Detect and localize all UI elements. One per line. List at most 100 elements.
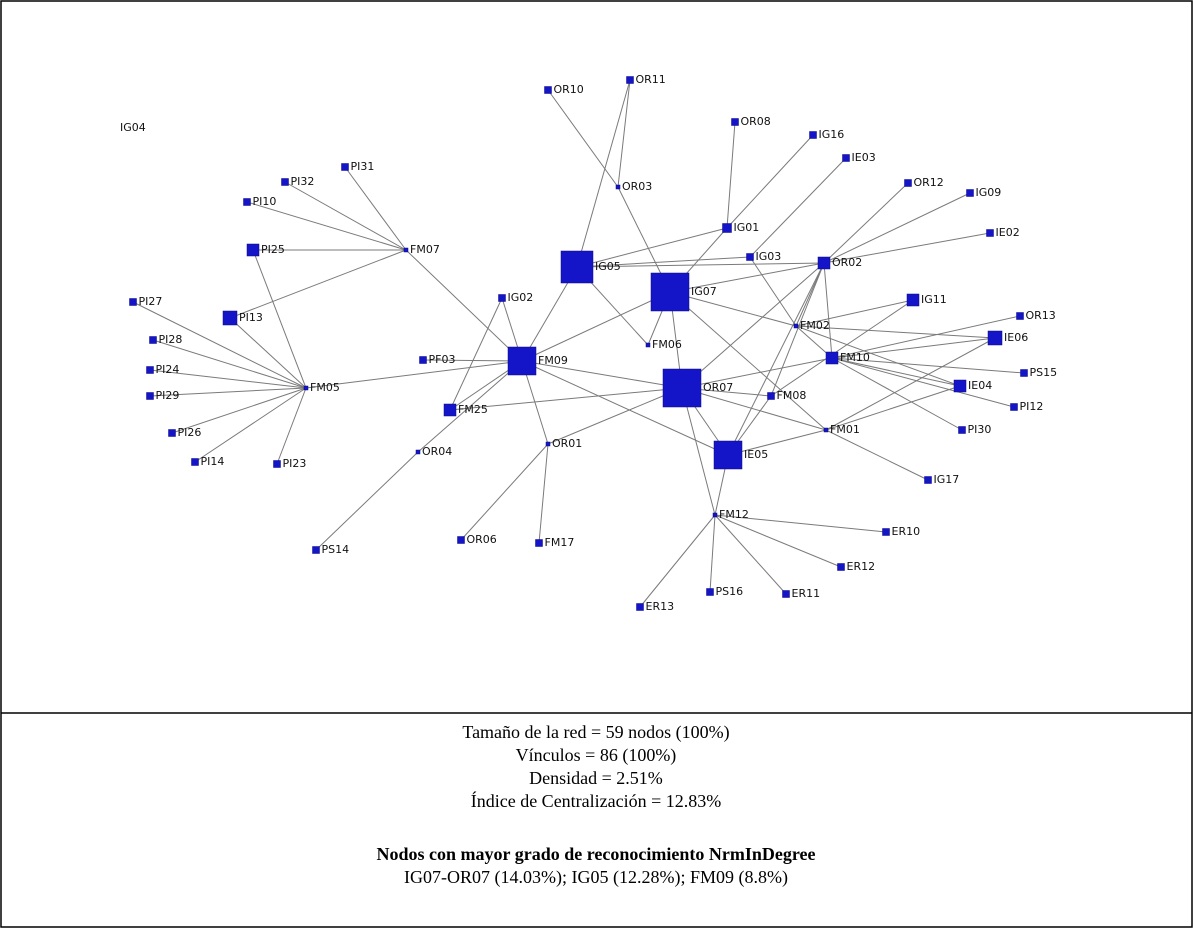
edge (825, 385, 961, 431)
edge (795, 299, 914, 327)
node (636, 603, 644, 611)
edge (681, 387, 716, 516)
edge (284, 181, 407, 251)
edge (831, 357, 963, 431)
node (823, 427, 829, 433)
node-label: PI23 (283, 457, 307, 470)
edge (669, 291, 827, 431)
edge (417, 360, 523, 453)
edge (405, 249, 523, 362)
caption-line: Densidad = 2.51% (529, 768, 663, 788)
node-label: PI10 (253, 195, 277, 208)
node (837, 563, 845, 571)
node (191, 458, 199, 466)
node (986, 229, 994, 237)
edge (681, 387, 827, 431)
node (273, 460, 281, 468)
node (817, 256, 831, 270)
node (415, 449, 421, 455)
node (782, 590, 790, 598)
node (626, 76, 634, 84)
edge (825, 429, 929, 481)
node-label: PS14 (322, 543, 350, 556)
node (146, 366, 154, 374)
edge (714, 514, 887, 533)
edge (246, 201, 407, 251)
node (443, 403, 457, 417)
edge (727, 429, 827, 456)
node-label: FM12 (719, 508, 749, 521)
node-label: FM25 (458, 403, 488, 416)
edge (681, 357, 833, 389)
edge (770, 299, 914, 397)
node (958, 426, 966, 434)
node (243, 198, 251, 206)
node-label: PI13 (239, 311, 263, 324)
edge (305, 360, 523, 389)
node-label: FM01 (830, 423, 860, 436)
edge (831, 357, 1025, 374)
node (1010, 403, 1018, 411)
caption-result: IG07-OR07 (14.03%); IG05 (12.28%); FM09 … (404, 867, 788, 888)
edge (521, 360, 729, 456)
node (1016, 312, 1024, 320)
node-label: OR07 (703, 381, 733, 394)
node (793, 323, 799, 329)
edge (252, 249, 307, 389)
node (544, 86, 552, 94)
edge (831, 357, 961, 387)
node-label: PI31 (351, 160, 375, 173)
node (312, 546, 320, 554)
edge (152, 339, 307, 389)
edge (749, 157, 847, 258)
node-label: IG16 (819, 128, 845, 141)
node-label: FM10 (840, 351, 870, 364)
node-label: OR11 (636, 73, 666, 86)
edge (538, 443, 549, 544)
edge (795, 325, 961, 387)
edge (149, 369, 307, 389)
node-label: IG17 (934, 473, 960, 486)
edge (576, 262, 825, 268)
node (953, 379, 967, 393)
edge (831, 357, 1015, 408)
node (966, 189, 974, 197)
node (129, 298, 137, 306)
node-label: OR04 (422, 445, 452, 458)
node-label: ER13 (646, 600, 675, 613)
nodes: IG04 OR10 OR11 OR08 IG16 IE03 OR12 IG09 IE02 PI31… (120, 73, 1057, 613)
node-label: OR02 (832, 256, 862, 269)
node-label: PI26 (178, 426, 202, 439)
node (987, 330, 1003, 346)
node-label: OR10 (554, 83, 584, 96)
node-label: FM08 (777, 389, 807, 402)
node-label: FM06 (652, 338, 682, 351)
node-label: PI12 (1020, 400, 1044, 413)
edge (749, 256, 797, 327)
node (149, 336, 157, 344)
node-label: PI28 (159, 333, 183, 346)
node-label: OR08 (741, 115, 771, 128)
node-label: IE02 (996, 226, 1020, 239)
node-label: FM17 (545, 536, 575, 549)
edge (823, 262, 833, 359)
node (713, 440, 743, 470)
edge (709, 514, 716, 593)
edge (171, 387, 307, 434)
node-label: PI29 (156, 389, 180, 402)
edge (460, 443, 549, 541)
node-label: PI30 (968, 423, 992, 436)
node-label: IG05 (595, 260, 621, 273)
edge (681, 262, 825, 389)
node-label: FM09 (538, 354, 568, 367)
node-label: PF03 (429, 353, 456, 366)
edge (315, 451, 419, 551)
edge (194, 387, 307, 463)
edge (521, 360, 683, 389)
edge (276, 387, 307, 465)
edge (823, 192, 971, 264)
node-label: IE06 (1004, 331, 1028, 344)
node-label: PI32 (291, 175, 315, 188)
node-label: PS16 (716, 585, 744, 598)
